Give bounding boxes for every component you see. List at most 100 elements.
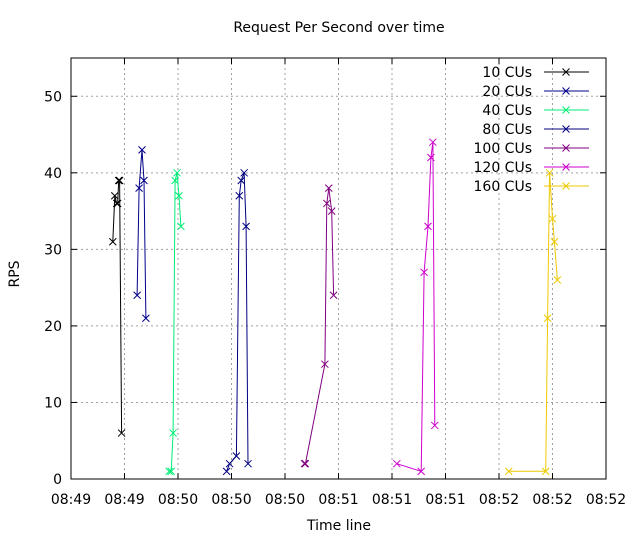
axes: 08:49 08:49 08:50 08:50 08:50 08:51 08:51 08:51…: [44, 57, 626, 508]
data-point: [329, 291, 338, 300]
series-10-cus: [108, 176, 126, 437]
legend-marker: [562, 87, 570, 95]
data-point: [300, 459, 309, 468]
data-point: [545, 168, 554, 177]
series-line: [136, 149, 147, 319]
legend-marker: [562, 125, 570, 133]
legend-marker: [562, 68, 570, 76]
data-point: [113, 199, 122, 208]
data-point: [322, 199, 331, 208]
data-point: [115, 176, 124, 185]
chart-title: Request Per Second over time: [233, 20, 444, 36]
legend-label: 160 CUs: [474, 179, 533, 195]
data-point: [324, 184, 333, 192]
series-160-cus: [504, 168, 562, 476]
legend-label: 80 CUs: [482, 122, 532, 138]
x-tick-label: 08:52: [479, 492, 519, 508]
series-line: [508, 172, 558, 472]
data-point: [321, 360, 329, 369]
x-tick-label: 08:51: [372, 492, 412, 508]
legend-marker: [562, 182, 570, 190]
data-point: [140, 176, 148, 185]
series-line: [396, 142, 436, 472]
y-tick-label: 10: [44, 395, 62, 411]
data-point: [240, 168, 248, 177]
legend-entry: 10 CUs: [482, 65, 589, 81]
y-axis-label: RPS: [7, 260, 23, 287]
x-tick-label: 08:50: [211, 492, 251, 508]
data-point: [429, 138, 437, 147]
plot-frame: [70, 57, 607, 480]
data-point: [541, 467, 550, 476]
data-point: [171, 176, 179, 185]
data-point: [237, 176, 246, 185]
data-point: [424, 222, 432, 231]
data-point: [504, 467, 513, 476]
legend-entry: 100 CUs: [474, 141, 589, 157]
legend-entry: 20 CUs: [482, 84, 589, 100]
data-point: [175, 191, 183, 200]
data-point: [177, 222, 185, 231]
y-tick-label: 50: [44, 89, 62, 105]
data-point: [225, 459, 234, 468]
legend-label: 10 CUs: [482, 65, 532, 81]
series-layer: [108, 138, 562, 476]
legend-marker: [562, 144, 570, 152]
x-axis-label: Time line: [306, 518, 371, 534]
series-100-cus: [300, 184, 338, 468]
series-80-cus: [222, 168, 252, 476]
data-point: [430, 421, 439, 430]
data-point: [169, 429, 177, 437]
y-tick-label: 40: [44, 166, 62, 182]
legend-label: 40 CUs: [482, 103, 532, 119]
data-point: [553, 276, 562, 284]
data-point: [142, 314, 150, 323]
y-tick-label: 30: [44, 242, 62, 258]
data-point: [167, 467, 176, 476]
data-point: [244, 459, 252, 468]
data-point: [135, 184, 143, 192]
data-point: [235, 191, 244, 200]
data-point: [548, 214, 557, 223]
data-point: [550, 237, 559, 246]
legend-entry: 80 CUs: [482, 122, 589, 138]
series-line: [226, 172, 249, 472]
data-point: [427, 153, 435, 162]
data-point: [327, 207, 336, 215]
y-tick-label: 0: [53, 472, 62, 488]
data-point: [138, 146, 146, 154]
data-point: [133, 291, 141, 300]
data-point: [114, 176, 123, 185]
x-tick-label: 08:49: [51, 492, 91, 508]
series-line: [169, 172, 182, 472]
series-40-cus: [165, 168, 185, 476]
data-point: [173, 168, 181, 177]
x-tick-label: 08:52: [532, 492, 572, 508]
x-tick-label: 08:51: [318, 492, 358, 508]
legend-entry: 120 CUs: [474, 160, 589, 176]
data-point: [222, 467, 231, 476]
data-point: [242, 222, 250, 231]
data-point: [110, 191, 119, 200]
y-tick-label: 20: [44, 319, 62, 335]
legend-entry: 160 CUs: [474, 179, 589, 195]
series-line: [112, 180, 123, 434]
data-point: [117, 429, 126, 437]
x-tick-label: 08:52: [586, 492, 626, 508]
data-point: [165, 467, 174, 476]
data-point: [417, 467, 426, 476]
data-point: [543, 314, 552, 323]
data-point: [420, 268, 428, 277]
x-tick-label: 08:49: [104, 492, 144, 508]
legend: 10 CUs 20 CUs 40 CUs 80 CUs 100 CUs 120 CUs 16…: [474, 65, 589, 195]
data-point: [393, 459, 401, 468]
data-point: [108, 237, 117, 246]
grid: [71, 58, 606, 479]
legend-label: 100 CUs: [474, 141, 533, 157]
legend-marker: [562, 163, 570, 171]
x-tick-label: 08:50: [158, 492, 198, 508]
series-120-cus: [393, 138, 439, 476]
legend-marker: [562, 106, 570, 114]
data-point: [301, 459, 310, 468]
